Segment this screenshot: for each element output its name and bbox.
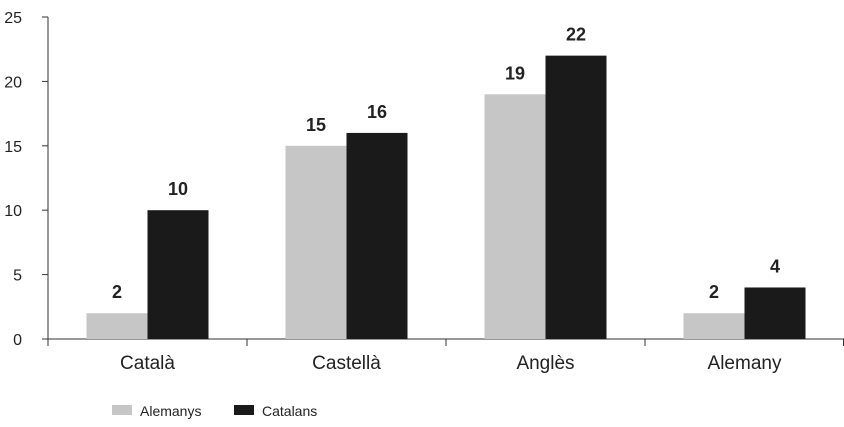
y-tick-label: 10: [4, 203, 22, 220]
legend-swatch: [112, 405, 132, 415]
bars: [86, 55, 806, 339]
bar-alemanys: [86, 313, 148, 339]
legend: Alemanys Catalans: [112, 403, 317, 419]
bar-alemanys: [484, 94, 546, 339]
bar-catalans: [744, 287, 806, 339]
bar-catalans: [346, 132, 408, 339]
legend-label: Catalans: [262, 403, 317, 419]
y-tick-label: 15: [4, 139, 22, 156]
data-label: 19: [505, 63, 525, 83]
x-category-label: Alemany: [708, 353, 782, 374]
x-category-label: Castellà: [312, 353, 381, 374]
bar-alemanys: [683, 313, 745, 339]
y-tick-label: 25: [4, 10, 22, 27]
legend-swatch: [234, 405, 254, 415]
bar-alemanys: [285, 145, 347, 339]
x-category-label: Català: [120, 353, 175, 374]
data-label: 2: [112, 282, 122, 302]
legend-label: Alemanys: [140, 403, 201, 419]
data-label: 2: [709, 282, 719, 302]
data-label: 15: [306, 115, 326, 135]
data-label: 10: [168, 179, 188, 199]
bar-catalans: [147, 210, 209, 339]
y-tick-label: 5: [13, 268, 22, 285]
data-label: 16: [367, 102, 387, 122]
data-label: 22: [566, 25, 586, 45]
data-label: 4: [770, 256, 780, 276]
x-category-label: Anglès: [516, 353, 574, 374]
bar-catalans: [545, 55, 607, 339]
y-tick-label: 0: [13, 332, 22, 349]
y-tick-label: 20: [4, 74, 22, 91]
axes: 0 5 10 15 20 25 Català Castellà Anglès Alemany: [4, 10, 844, 374]
